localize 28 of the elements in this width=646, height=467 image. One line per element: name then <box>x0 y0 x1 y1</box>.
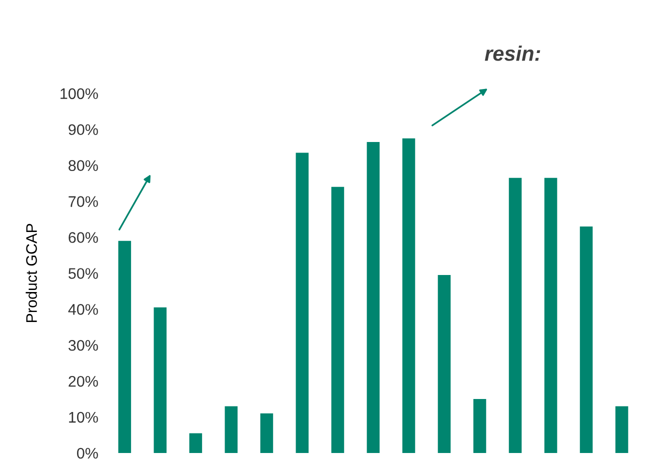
y-tick-label: 90% <box>68 124 98 136</box>
y-tick-label: 0% <box>77 448 98 459</box>
y-tick-label: 60% <box>68 232 98 243</box>
y-tick-label: 80% <box>68 160 98 172</box>
y-tick-label: 10% <box>69 412 98 423</box>
bar <box>544 178 558 453</box>
y-tick-label: 70% <box>68 196 98 207</box>
bar <box>473 399 486 453</box>
y-tick-label: 100% <box>60 88 98 100</box>
bar <box>118 240 132 453</box>
bar <box>189 433 202 453</box>
bar <box>508 178 522 453</box>
bar <box>296 152 309 453</box>
bar <box>154 307 167 453</box>
y-tick-label: 30% <box>68 340 98 351</box>
y-tick-label: 40% <box>68 304 98 315</box>
bar <box>260 413 274 453</box>
y-tick-label: 20% <box>68 376 98 387</box>
y-tick-label: 50% <box>68 268 98 279</box>
bar <box>224 406 238 453</box>
y-axis-title: Product GCAP <box>26 224 37 322</box>
bar <box>366 142 380 453</box>
bar <box>402 138 416 453</box>
bar <box>615 406 628 453</box>
bar <box>438 274 451 453</box>
bar <box>580 226 593 453</box>
text: resin: <box>484 46 540 61</box>
bar <box>331 186 344 453</box>
